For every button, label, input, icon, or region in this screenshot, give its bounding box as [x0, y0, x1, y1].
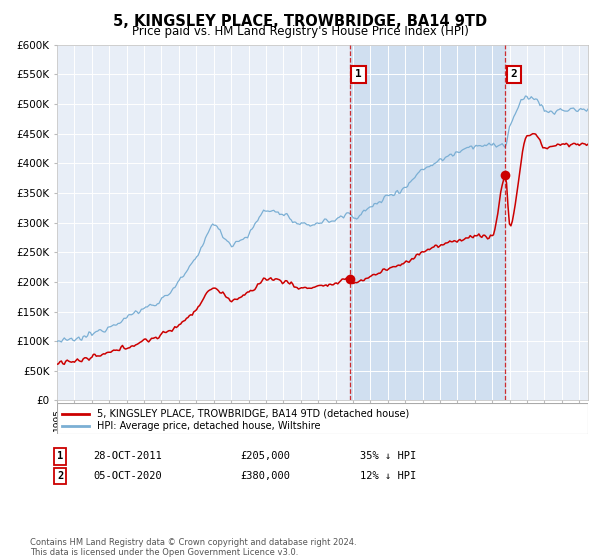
- Text: 5, KINGSLEY PLACE, TROWBRIDGE, BA14 9TD: 5, KINGSLEY PLACE, TROWBRIDGE, BA14 9TD: [113, 14, 487, 29]
- Bar: [350, 45, 505, 400]
- Text: Contains HM Land Registry data © Crown copyright and database right 2024.
This d: Contains HM Land Registry data © Crown c…: [30, 538, 356, 557]
- Text: £380,000: £380,000: [240, 471, 290, 481]
- Text: 2: 2: [57, 471, 63, 481]
- Text: 1: 1: [355, 69, 362, 80]
- FancyBboxPatch shape: [57, 403, 588, 434]
- Text: 5, KINGSLEY PLACE, TROWBRIDGE, BA14 9TD (detached house): 5, KINGSLEY PLACE, TROWBRIDGE, BA14 9TD …: [97, 409, 409, 419]
- Text: 1: 1: [57, 451, 63, 461]
- Text: Price paid vs. HM Land Registry's House Price Index (HPI): Price paid vs. HM Land Registry's House …: [131, 25, 469, 38]
- Text: 12% ↓ HPI: 12% ↓ HPI: [360, 471, 416, 481]
- Text: 05-OCT-2020: 05-OCT-2020: [93, 471, 162, 481]
- Text: £205,000: £205,000: [240, 451, 290, 461]
- Text: HPI: Average price, detached house, Wiltshire: HPI: Average price, detached house, Wilt…: [97, 421, 320, 431]
- Text: 35% ↓ HPI: 35% ↓ HPI: [360, 451, 416, 461]
- Text: 28-OCT-2011: 28-OCT-2011: [93, 451, 162, 461]
- Text: 2: 2: [511, 69, 517, 80]
